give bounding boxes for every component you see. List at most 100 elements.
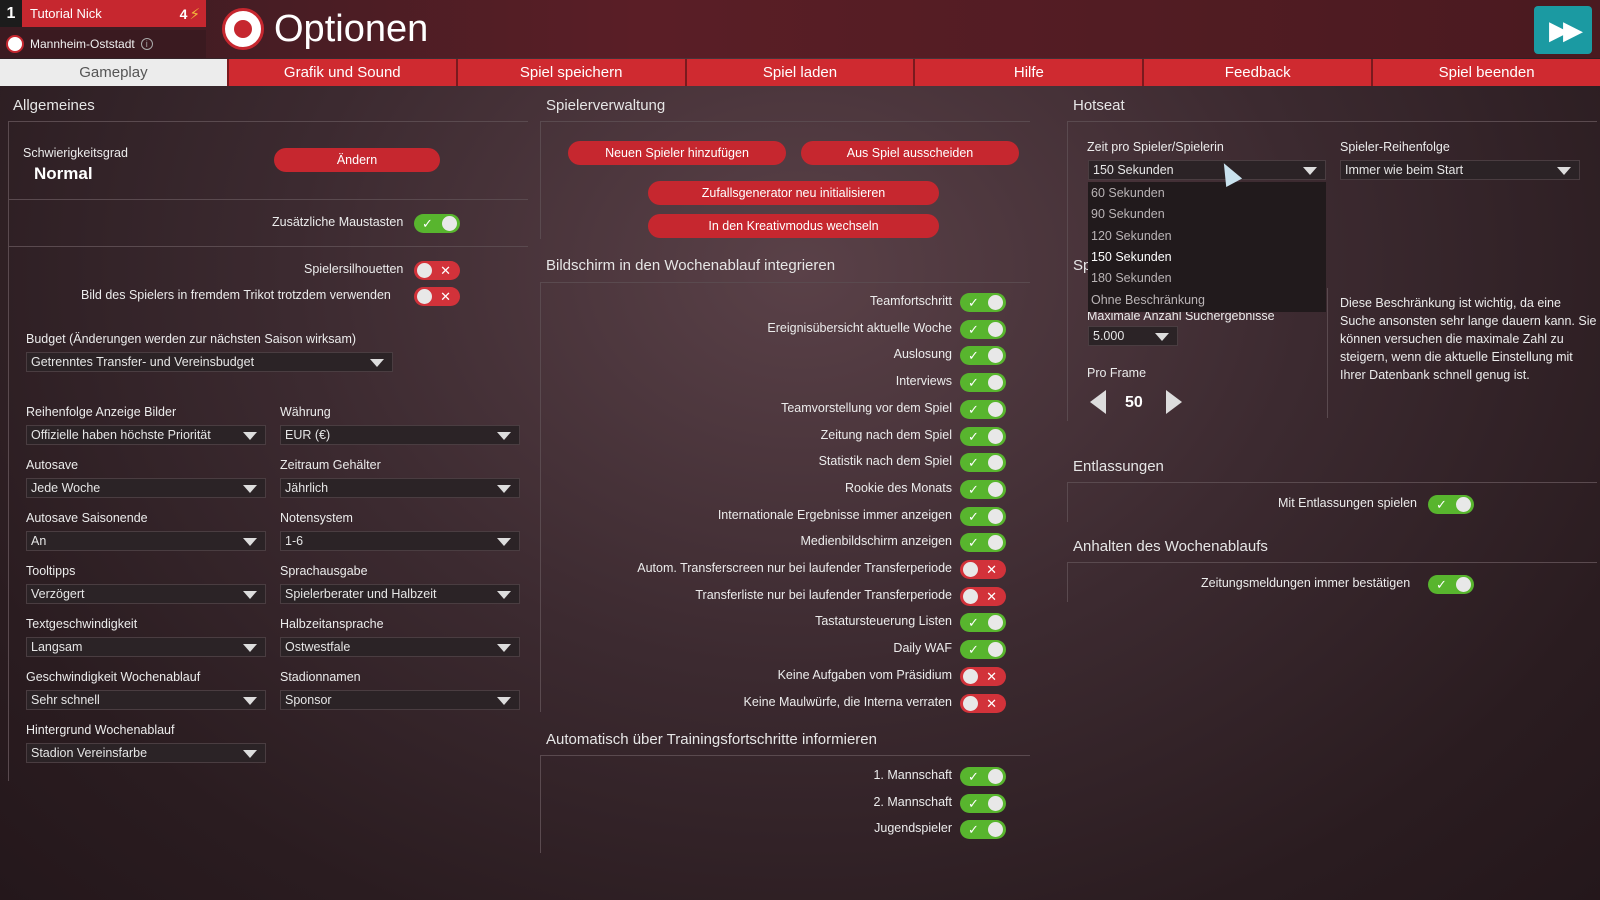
dismissals-label: Mit Entlassungen spielen (1278, 496, 1417, 510)
currency-select[interactable]: EUR (€) (280, 425, 520, 445)
toggle-switch[interactable]: ✓ (960, 506, 1006, 526)
dropdown-option[interactable]: 90 Sekunden (1091, 207, 1165, 221)
budget-select[interactable]: Getrenntes Transfer- und Vereinsbudget (26, 352, 393, 372)
panel-anhalten (1067, 562, 1597, 602)
chevron-down-icon (243, 538, 257, 546)
toggle-switch[interactable]: ✕ (960, 560, 1006, 579)
dismissals-toggle[interactable]: ✓ (1428, 495, 1474, 514)
toggle-switch[interactable]: ✓ (960, 373, 1006, 393)
decrease-arrow-icon[interactable] (1090, 390, 1106, 414)
tab-spiel-speichern[interactable]: Spiel speichern (457, 59, 687, 86)
toggle-label: Zeitung nach dem Spiel (820, 427, 952, 442)
toggle-switch[interactable]: ✓ (960, 426, 1006, 446)
club-badge-icon (6, 35, 24, 53)
autosave-season-select[interactable]: An (26, 531, 266, 551)
divider (1327, 288, 1328, 418)
section-title-search-partial: Sp (1073, 257, 1092, 274)
club-name: Mannheim-Oststadt (30, 37, 135, 51)
toggle-switch[interactable]: ✓ (960, 346, 1006, 366)
tab-grafik-sound[interactable]: Grafik und Sound (228, 59, 458, 86)
field-label: Halbzeitansprache (280, 617, 384, 631)
toggle-knob (1456, 577, 1471, 592)
halftime-speech-select[interactable]: Ostwestfale (280, 637, 520, 657)
check-icon: ✓ (968, 795, 979, 811)
budget-value: Getrenntes Transfer- und Vereinsbudget (31, 355, 255, 369)
change-difficulty-button[interactable]: Ändern (274, 148, 440, 172)
image-order-select[interactable]: Offizielle haben höchste Priorität (26, 425, 266, 445)
section-title-hotseat: Hotseat (1073, 97, 1125, 114)
player-count: 4 (179, 5, 188, 22)
salary-period-select[interactable]: Jährlich (280, 478, 520, 498)
voice-select[interactable]: Spielerberater und Halbzeit (280, 584, 520, 604)
creative-mode-button[interactable]: In den Kreativmodus wechseln (648, 214, 939, 238)
tooltips-select[interactable]: Verzögert (26, 584, 266, 604)
toggle-switch[interactable]: ✓ (960, 793, 1006, 813)
tab-spiel-laden[interactable]: Spiel laden (686, 59, 916, 86)
player-number: 1 (0, 0, 22, 27)
toggle-knob (963, 668, 978, 684)
field-value: Spielerberater und Halbzeit (285, 587, 437, 601)
toggle-knob (963, 695, 978, 711)
toggle-knob (988, 348, 1003, 364)
stadium-names-select[interactable]: Sponsor (280, 690, 520, 710)
per-frame-value: 50 (1125, 394, 1143, 411)
toggle-switch[interactable]: ✓ (960, 453, 1006, 473)
info-icon[interactable]: i (140, 38, 153, 50)
reset-random-button[interactable]: Zufallsgenerator neu initialisieren (648, 181, 939, 205)
max-results-select[interactable]: 5.000 (1088, 326, 1178, 346)
leave-game-button[interactable]: Aus Spiel ausscheiden (801, 141, 1019, 165)
time-per-player-select[interactable]: 150 Sekunden (1088, 160, 1326, 180)
toggle-switch[interactable]: ✕ (960, 586, 1006, 606)
foreign-jersey-toggle[interactable]: ✕ (414, 287, 460, 306)
field-label: Zeitraum Gehälter (280, 458, 381, 472)
x-icon: ✕ (986, 562, 997, 577)
grading-select[interactable]: 1-6 (280, 531, 520, 551)
toggle-knob (988, 295, 1003, 310)
toggle-switch[interactable]: ✕ (960, 666, 1006, 686)
toggle-switch[interactable]: ✓ (960, 293, 1006, 312)
check-icon: ✓ (968, 401, 979, 417)
toggle-switch[interactable]: ✓ (960, 479, 1006, 499)
field-label: Tooltipps (26, 564, 76, 578)
player-order-label: Spieler-Reihenfolge (1340, 140, 1450, 154)
add-player-button[interactable]: Neuen Spieler hinzufügen (568, 141, 786, 165)
club-row[interactable]: Mannheim-Oststadt i (0, 30, 206, 58)
dropdown-option[interactable]: 180 Sekunden (1091, 271, 1172, 285)
week-speed-select[interactable]: Sehr schnell (26, 690, 266, 710)
toggle-label: Internationale Ergebnisse immer anzeigen (717, 507, 952, 522)
toggle-switch[interactable]: ✓ (960, 613, 1006, 633)
dropdown-option[interactable]: 120 Sekunden (1091, 229, 1172, 243)
skip-forward-button[interactable]: ▶▶ (1534, 6, 1592, 54)
tab-spiel-beenden[interactable]: Spiel beenden (1373, 59, 1600, 86)
player-order-select[interactable]: Immer wie beim Start (1340, 160, 1580, 180)
chevron-down-icon (243, 591, 257, 599)
dropdown-option[interactable]: 60 Sekunden (1091, 186, 1165, 200)
text-speed-select[interactable]: Langsam (26, 637, 266, 657)
dropdown-option[interactable]: Ohne Beschränkung (1091, 293, 1205, 307)
check-icon: ✓ (968, 295, 979, 310)
chevron-down-icon (1557, 167, 1571, 175)
toggle-knob (988, 481, 1003, 497)
field-label: Notensystem (280, 511, 353, 525)
toggle-switch[interactable]: ✕ (960, 693, 1006, 713)
check-icon: ✓ (1436, 577, 1447, 592)
tab-gameplay[interactable]: Gameplay (0, 59, 229, 86)
dropdown-option-selected[interactable]: 150 Sekunden (1091, 250, 1172, 264)
toggle-switch[interactable]: ✓ (960, 820, 1006, 840)
toggle-switch[interactable]: ✓ (960, 319, 1006, 339)
week-background-select[interactable]: Stadion Vereinsfarbe (26, 743, 266, 763)
silhouettes-toggle[interactable]: ✕ (414, 261, 460, 280)
extra-mouse-toggle[interactable]: ✓ (414, 214, 460, 233)
newspaper-confirm-toggle[interactable]: ✓ (1428, 575, 1474, 594)
toggle-knob (988, 615, 1003, 631)
toggle-switch[interactable]: ✓ (960, 640, 1006, 660)
tab-feedback[interactable]: Feedback (1144, 59, 1374, 86)
toggle-switch[interactable]: ✓ (960, 399, 1006, 419)
toggle-switch[interactable]: ✓ (960, 767, 1006, 786)
autosave-select[interactable]: Jede Woche (26, 478, 266, 498)
toggle-switch[interactable]: ✓ (960, 533, 1006, 553)
increase-arrow-icon[interactable] (1166, 390, 1182, 414)
tab-hilfe[interactable]: Hilfe (915, 59, 1145, 86)
player-name: Tutorial Nick (30, 6, 102, 21)
player-row[interactable]: 1 Tutorial Nick 4 ⚡ (0, 0, 206, 27)
